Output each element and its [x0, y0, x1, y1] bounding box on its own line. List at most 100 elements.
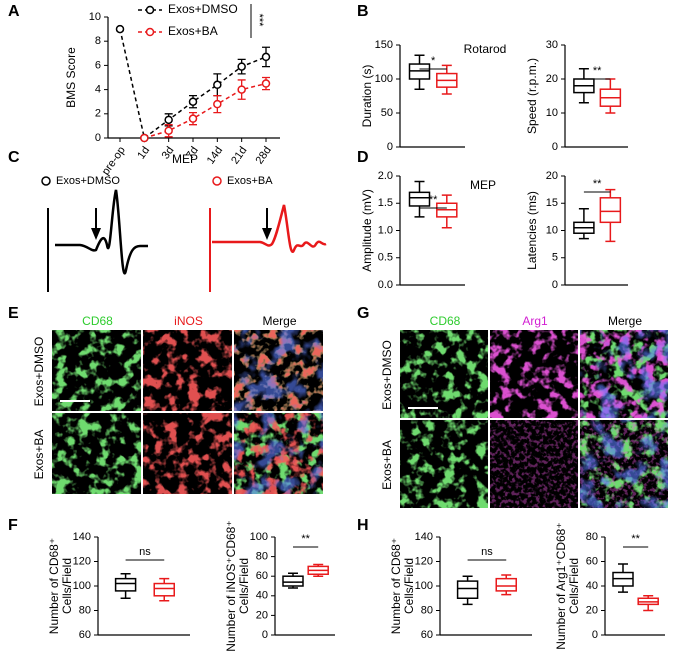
- box: [153, 582, 175, 597]
- chart-title: Rotarod: [464, 42, 507, 56]
- y-tick-label: 20: [546, 73, 558, 85]
- y-tick-label: 60: [79, 629, 91, 641]
- trace-label: Exos+BA: [227, 175, 273, 187]
- point: [237, 85, 246, 94]
- y-tick-label: 140: [415, 531, 433, 543]
- y-axis-label: Speed (r.p.m.): [525, 58, 539, 134]
- y-tick-label: 120: [73, 555, 91, 567]
- whisker-low: [441, 87, 452, 95]
- y-axis-label: Amplitude (mV): [360, 189, 374, 272]
- micrograph-channel: [234, 330, 323, 411]
- y-tick-label: 10: [89, 11, 101, 23]
- y-tick-label: 1.0: [378, 224, 393, 236]
- y-tick-label: 100: [73, 580, 91, 592]
- significance: **: [301, 533, 310, 545]
- box: [282, 575, 304, 587]
- point: [261, 79, 271, 88]
- micrograph-channel: [580, 420, 668, 508]
- y-tick-label: 80: [421, 604, 433, 616]
- column-label: iNOS: [174, 314, 203, 328]
- panel-label: A: [8, 3, 20, 20]
- y-axis-label: Number of iNOS⁺CD68⁺: [224, 520, 238, 651]
- point: [213, 99, 222, 109]
- whisker-low: [605, 106, 616, 114]
- micrograph-channel: [234, 413, 323, 494]
- y-tick-label: 4: [95, 84, 101, 96]
- y-tick-label: 20: [256, 609, 268, 621]
- whisker-low: [120, 590, 131, 599]
- whisker-low: [578, 92, 589, 104]
- panel-label: C: [8, 149, 20, 166]
- y-tick-label: 15: [546, 197, 558, 209]
- y-tick-label: 120: [415, 555, 433, 567]
- x-tick-label: 1d: [135, 145, 152, 162]
- x-tick-label: 14d: [205, 145, 225, 167]
- y-tick-label: 0: [552, 141, 558, 153]
- x-tick-label: 3d: [160, 145, 177, 162]
- micrograph-channel: [143, 413, 232, 494]
- panel-label: B: [357, 3, 369, 20]
- whisker-high: [578, 207, 589, 223]
- legend-marker: [145, 27, 155, 37]
- box: [495, 577, 517, 592]
- legend-marker: [145, 5, 155, 15]
- whisker-low: [618, 586, 628, 593]
- whisker-high: [414, 180, 425, 193]
- whisker-high: [441, 194, 452, 204]
- micrograph-channel: [490, 330, 578, 418]
- micrograph-channel: [490, 420, 578, 508]
- y-tick-label: 0: [387, 141, 393, 153]
- panel-label: D: [357, 149, 369, 166]
- panel-label: G: [357, 305, 369, 322]
- whisker-low: [462, 598, 473, 606]
- significance: **: [631, 533, 640, 545]
- whisker-high: [462, 575, 473, 582]
- y-tick-label: 100: [250, 531, 268, 543]
- y-tick-label: 0: [95, 132, 101, 144]
- y-axis-label: Cells/Field: [60, 558, 74, 614]
- significance: **: [429, 194, 438, 206]
- micrograph-channel: [400, 330, 488, 418]
- significance: ***: [253, 14, 265, 28]
- row-label: Exos+DMSO: [32, 337, 46, 407]
- trace-label: Exos+DMSO: [56, 175, 120, 187]
- whisker-low: [578, 233, 589, 240]
- y-axis-label: Latencies (ms): [525, 191, 539, 270]
- column-label: Merge: [262, 314, 296, 328]
- point: [164, 126, 173, 135]
- micrograph-channel: [400, 420, 488, 508]
- row-label: Exos+DMSO: [380, 340, 394, 410]
- point: [188, 97, 198, 106]
- y-tick-label: 2.0: [378, 170, 393, 182]
- y-tick-label: 10: [546, 224, 558, 236]
- y-tick-label: 0: [262, 629, 268, 641]
- box: [408, 191, 431, 207]
- legend-label: Exos+DMSO: [168, 2, 238, 16]
- x-tick-label: 28d: [253, 145, 273, 167]
- trace-title: MEP: [172, 152, 198, 166]
- y-tick-label: 10: [546, 107, 558, 119]
- micrograph-channel: [580, 330, 668, 418]
- whisker-low: [441, 216, 452, 229]
- y-axis-label: Cells/Field: [567, 558, 581, 614]
- whisker-high: [605, 188, 616, 198]
- box: [456, 580, 479, 599]
- y-axis-label: Cells/Field: [402, 558, 416, 614]
- whisker-low: [643, 604, 654, 612]
- micrograph-channel: [52, 413, 141, 494]
- y-tick-label: 60: [256, 570, 268, 582]
- legend-label: Exos+BA: [168, 24, 218, 38]
- y-tick-label: 80: [586, 531, 598, 543]
- y-tick-label: 150: [375, 39, 393, 51]
- significance: ns: [481, 546, 493, 558]
- whisker-high: [414, 54, 425, 65]
- significance: ns: [139, 546, 151, 558]
- significance: *: [431, 55, 436, 67]
- whisker-low: [605, 222, 616, 243]
- y-tick-label: 100: [415, 580, 433, 592]
- point: [164, 115, 173, 125]
- y-tick-label: 50: [381, 107, 393, 119]
- y-tick-label: 140: [73, 531, 91, 543]
- y-tick-label: 2: [95, 108, 101, 120]
